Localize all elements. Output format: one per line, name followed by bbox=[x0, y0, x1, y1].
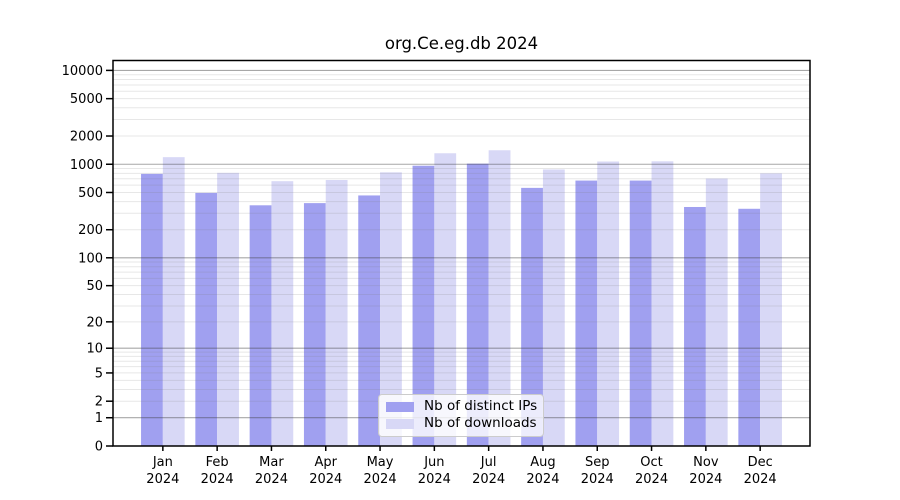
x-tick-label: Nov 2024 bbox=[689, 455, 722, 487]
y-tick-label: 5000 bbox=[70, 92, 103, 107]
x-tick-label: Apr 2024 bbox=[309, 455, 342, 487]
bar-downloads-jun bbox=[434, 153, 457, 446]
bar-distinct-ips-aug bbox=[521, 187, 543, 447]
chart-legend: Nb of distinct IPs Nb of downloads bbox=[378, 394, 544, 437]
bar-downloads-dec bbox=[760, 173, 782, 446]
x-tick-label: Oct 2024 bbox=[635, 455, 668, 487]
x-axis: Jan 2024 Feb 2024 Mar 2024 Apr 2024 May 2024 Jun 20… bbox=[146, 446, 777, 487]
x-tick-label: Sep 2024 bbox=[581, 455, 614, 487]
bar-downloads-oct bbox=[651, 161, 674, 447]
y-tick-label: 500 bbox=[78, 186, 103, 201]
y-tick-label: 100 bbox=[78, 251, 103, 266]
y-tick-label: 1000 bbox=[70, 158, 103, 173]
x-tick-label: Aug 2024 bbox=[526, 455, 559, 487]
bar-distinct-ips-apr bbox=[303, 203, 326, 446]
x-tick-label: May 2024 bbox=[364, 455, 397, 487]
legend-label-distinct-ips: Nb of distinct IPs bbox=[424, 398, 538, 415]
bar-downloads-jan bbox=[162, 157, 185, 447]
bar-downloads-jul bbox=[488, 150, 511, 447]
bar-downloads-aug bbox=[542, 169, 565, 446]
bar-distinct-ips-mar bbox=[249, 205, 272, 446]
bar-distinct-ips-dec bbox=[738, 208, 761, 446]
bar-downloads-may bbox=[380, 172, 402, 446]
x-tick-label: Mar 2024 bbox=[255, 455, 288, 487]
y-tick-label: 0 bbox=[95, 440, 103, 455]
y-tick-label: 1 bbox=[95, 411, 103, 426]
y-tick-label: 5 bbox=[95, 366, 103, 381]
x-tick-label: Dec 2024 bbox=[744, 455, 777, 487]
x-tick-label: Jan 2024 bbox=[146, 455, 179, 487]
gridlines-layer bbox=[113, 69, 810, 419]
legend-swatch-downloads bbox=[386, 418, 414, 429]
x-tick-label: Feb 2024 bbox=[201, 455, 234, 487]
bar-distinct-ips-oct bbox=[629, 180, 652, 447]
legend-swatch-distinct-ips bbox=[386, 402, 414, 413]
bar-distinct-ips-feb bbox=[195, 192, 218, 446]
bar-downloads-sep bbox=[597, 161, 620, 447]
y-tick-label: 20 bbox=[86, 315, 103, 330]
bar-distinct-ips-sep bbox=[575, 180, 598, 447]
x-tick-label: Jul 2024 bbox=[472, 455, 505, 487]
bar-distinct-ips-jul bbox=[466, 163, 489, 446]
bar-distinct-ips-may bbox=[358, 195, 381, 446]
bar-downloads-mar bbox=[271, 181, 294, 446]
y-tick-label: 10000 bbox=[62, 64, 103, 79]
y-tick-label: 50 bbox=[86, 279, 103, 294]
bar-downloads-nov bbox=[705, 178, 728, 446]
legend-item-downloads: Nb of downloads bbox=[386, 415, 537, 432]
plot-frame bbox=[112, 59, 811, 447]
chart-title: org.Ce.eg.db 2024 bbox=[384, 34, 539, 53]
bar-distinct-ips-nov bbox=[684, 206, 706, 446]
y-tick-label: 10 bbox=[86, 342, 103, 357]
y-tick-label: 200 bbox=[78, 223, 103, 238]
legend-label-downloads: Nb of downloads bbox=[424, 415, 537, 432]
bar-downloads-feb bbox=[217, 172, 239, 446]
bar-distinct-ips-jan bbox=[141, 173, 163, 447]
x-tick-label: Jun 2024 bbox=[418, 455, 451, 487]
y-tick-label: 2 bbox=[95, 395, 103, 410]
bars-layer bbox=[141, 150, 782, 447]
y-tick-label: 2000 bbox=[70, 130, 103, 145]
bar-downloads-apr bbox=[325, 179, 348, 447]
legend-item-distinct-ips: Nb of distinct IPs bbox=[386, 398, 538, 415]
bar-distinct-ips-jun bbox=[412, 165, 435, 447]
